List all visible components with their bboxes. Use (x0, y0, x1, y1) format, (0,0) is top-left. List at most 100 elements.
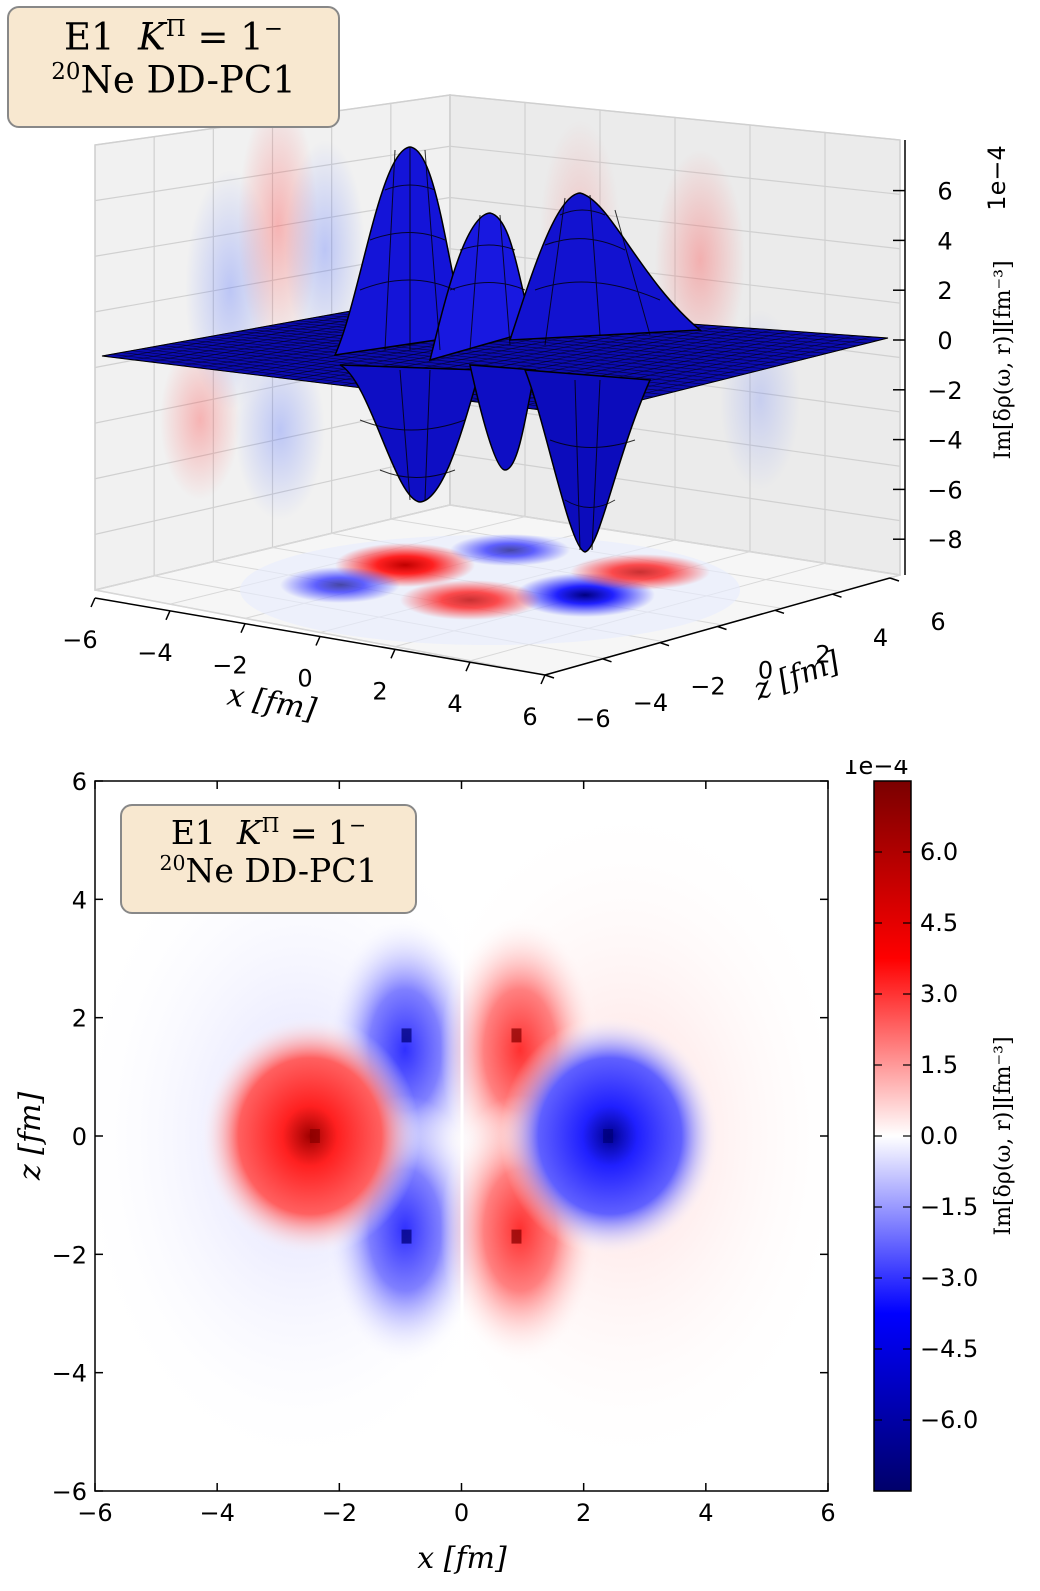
y-axis-ticks: −6 −4 −2 0 2 4 6 (544, 577, 946, 733)
colorbar-scale-label: 1e−4 (843, 760, 908, 780)
x-tick-mark (90, 597, 96, 608)
heatmap-y-tick-label: 0 (72, 1123, 87, 1151)
floor-contour (240, 534, 740, 645)
y-tick-label: −2 (690, 673, 725, 701)
legend-top-nucleus: Ne DD-PC1 (80, 58, 296, 102)
z-tick-label: −4 (927, 427, 962, 455)
heatmap-extremum (603, 1129, 614, 1143)
heatmap-y-tick-label: −4 (52, 1360, 87, 1388)
legend-bottom-pi: Π (261, 813, 280, 837)
heatmap-extremum (309, 1129, 320, 1143)
x-tick-label: 4 (447, 690, 462, 718)
legend-bottom-k: K (236, 813, 262, 852)
z-tick-label: 6 (937, 178, 952, 206)
gridline (449, 94, 901, 141)
legend-top-sign: − (263, 16, 284, 42)
y-tick-mark (544, 674, 555, 679)
x-tick-label: 0 (297, 665, 312, 693)
heatmap-y-tick-label: −6 (52, 1478, 87, 1506)
z-scale-label: 1e−4 (983, 145, 1011, 210)
x-tick-mark (165, 610, 171, 621)
colorbar-tick-label: 3.0 (920, 980, 958, 1008)
z-tick-label: 2 (937, 277, 952, 305)
y-tick-label: −4 (633, 689, 668, 717)
legend-bottom: E1 KΠ = 1− 20Ne DD-PC1 (120, 804, 417, 914)
heatmap-y-tick-label: 6 (72, 768, 87, 796)
legend-bottom-nucleus: Ne DD-PC1 (185, 850, 378, 890)
legend-top-k: K (138, 15, 166, 59)
heatmap-extremum (401, 1229, 412, 1244)
x-tick-mark (540, 674, 546, 685)
y-axis-label: z [fm] (748, 644, 844, 708)
z-tick-label: −2 (927, 377, 962, 405)
heatmap-extremum (401, 1028, 412, 1043)
colorbar-tick-label: 4.5 (920, 909, 958, 937)
y-tick-mark (774, 609, 785, 615)
x-axis-ticks: −6 −4 −2 0 2 4 6 (62, 597, 546, 731)
y-tick-mark (659, 641, 670, 647)
z-tick-label: −8 (927, 526, 962, 554)
heatmap-x-tick-label: 2 (576, 1499, 591, 1527)
legend-bottom-e1: E1 (170, 813, 216, 852)
x-tick-mark (390, 649, 396, 659)
colorbar-tick-label: −6.0 (920, 1406, 978, 1434)
y-tick-label: 6 (930, 608, 945, 636)
heatmap-y-tick-label: 4 (72, 886, 87, 914)
y-tick-mark (832, 593, 842, 598)
colorbar-tick-label: −3.0 (920, 1264, 978, 1292)
colorbar-tick-label: −1.5 (920, 1193, 978, 1221)
heatmap-x-tick-label: −2 (322, 1499, 357, 1527)
legend-top-eq: = 1 (197, 15, 264, 59)
heatmap-x-tick-label: 4 (698, 1499, 713, 1527)
heatmap-x-tick-label: 6 (820, 1499, 835, 1527)
y-tick-label: 2 (815, 640, 830, 668)
gridline (449, 453, 901, 522)
colorbar-tick-label: 1.5 (920, 1051, 958, 1079)
legend-bottom-sign: − (349, 813, 367, 837)
heatmap-x-tick-label: 0 (454, 1499, 469, 1527)
legend-top-pi: Π (165, 16, 186, 42)
heatmap-extremum (511, 1229, 522, 1244)
z-axis-ticks: 6 4 2 0 −2 −4 −6 −8 (893, 178, 963, 554)
colorbar-ticks: 6.0 4.5 3.0 1.5 0.0 −1.5 −3.0 −4.5 −6.0 (874, 838, 978, 1434)
y-tick-mark (602, 658, 612, 663)
colorbar-tick-label: 6.0 (920, 838, 958, 866)
heatmap-y-tick-label: −2 (52, 1241, 87, 1269)
z-tick-label: 0 (937, 327, 952, 355)
x-tick-mark (240, 623, 246, 633)
heatmap-y-tick-label: 2 (72, 1005, 87, 1033)
z-axis-label: Im[δρ(ω, r)][fm⁻³] (991, 260, 1016, 459)
heatmap-extremum (511, 1028, 522, 1043)
x-tick-label: 6 (522, 703, 537, 731)
y-tick-label: 4 (873, 624, 888, 652)
colorbar-tick-label: 0.0 (920, 1122, 958, 1150)
y-tick-mark (889, 577, 900, 582)
colorbar-label: Im[δρ(ω, r)][fm⁻³] (991, 1036, 1016, 1235)
surface (101, 146, 889, 553)
legend-top-e1: E1 (63, 15, 115, 59)
z-tick-label: 4 (937, 227, 952, 255)
legend-bottom-mass: 20 (159, 850, 186, 875)
heatmap-x-ticks: −6 −4 −2 0 2 4 6 (77, 781, 836, 1527)
heatmap-field (95, 781, 828, 1491)
legend-top: E1 KΠ = 1− 20Ne DD-PC1 (7, 6, 340, 128)
y-tick-mark (717, 625, 727, 631)
gridline (449, 504, 901, 576)
y-tick-label: −6 (575, 705, 610, 733)
x-tick-label: −6 (62, 626, 97, 654)
x-tick-label: −4 (137, 639, 172, 667)
y-tick-label: 0 (758, 657, 773, 685)
x-tick-mark (465, 661, 471, 672)
legend-top-mass: 20 (51, 58, 81, 85)
x-tick-label: −2 (212, 652, 247, 680)
z-tick-label: −6 (927, 476, 962, 504)
heatmap-x-axis-label: x [fm] (417, 1541, 507, 1576)
legend-bottom-eq: = 1 (289, 813, 350, 852)
x-tick-label: 2 (372, 677, 387, 705)
colorbar-tick-label: −4.5 (920, 1335, 978, 1363)
heatmap-extrema (309, 1028, 614, 1244)
heatmap-y-axis-label: z [fm] (13, 1092, 48, 1182)
